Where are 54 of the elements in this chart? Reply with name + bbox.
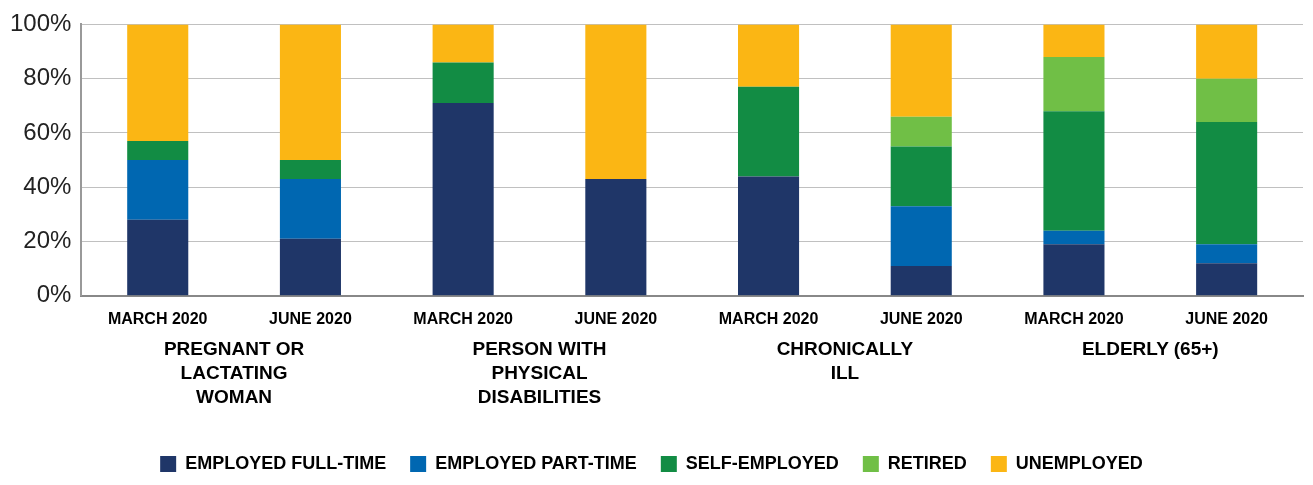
bar [585,179,647,296]
x-tick-label: MARCH 2020 [107,309,208,327]
y-tick-label: 20% [23,226,72,254]
y-tick-label: 60% [23,117,72,145]
text: CHRONICALLY ILL [776,337,914,383]
legend-label: SELF-EMPLOYED [685,452,839,473]
bar [1043,111,1105,231]
bar [1043,24,1105,57]
bar [1043,230,1105,245]
bar [432,62,494,104]
bar [127,24,189,142]
x-tick-label: MARCH 2020 [1024,309,1124,327]
bar [279,160,341,180]
y-tick-label: 80% [23,63,72,91]
y-tick-label: 0% [36,280,72,308]
legend-label: EMPLOYED FULL-TIME [185,452,387,473]
x-tick-label: MARCH 2020 [718,309,819,327]
y-tick-label: 100% [9,9,72,37]
bar [738,86,800,177]
bar [890,206,952,266]
bar [1043,56,1105,112]
bar [279,238,341,296]
bar [738,24,800,87]
bar [279,179,341,239]
bar [890,265,952,296]
x-tick-label: JUNE 2020 [269,309,352,327]
x-tick-label: JUNE 2020 [574,309,658,327]
bar [890,146,952,207]
x-tick-label: JUNE 2020 [1185,309,1269,327]
legend-label: UNEMPLOYED [1015,452,1143,473]
bar [1196,122,1258,245]
bar [432,24,494,63]
text: ELDERLY (65+) [1081,337,1219,359]
bar [585,24,647,180]
bar [1196,24,1258,79]
bar [738,176,800,296]
text: PERSON WITH PHYSICAL DISABILITIES [472,337,607,407]
x-tick-label: MARCH 2020 [413,309,514,327]
bar [1196,244,1258,264]
bar [432,103,494,296]
legend-label: EMPLOYED PART-TIME [435,452,637,473]
text: PREGNANT OR LACTATING WOMAN [163,337,305,407]
y-tick-label: 40% [23,171,72,199]
bar [279,24,341,161]
bar [1196,263,1258,296]
legend-label: RETIRED [887,452,967,473]
x-tick-label: JUNE 2020 [879,309,963,327]
bar [127,219,189,296]
bar [127,141,189,161]
bar [1196,78,1258,123]
bar [127,160,189,220]
bar [890,24,952,117]
bar [890,116,952,147]
bar [1043,244,1105,296]
